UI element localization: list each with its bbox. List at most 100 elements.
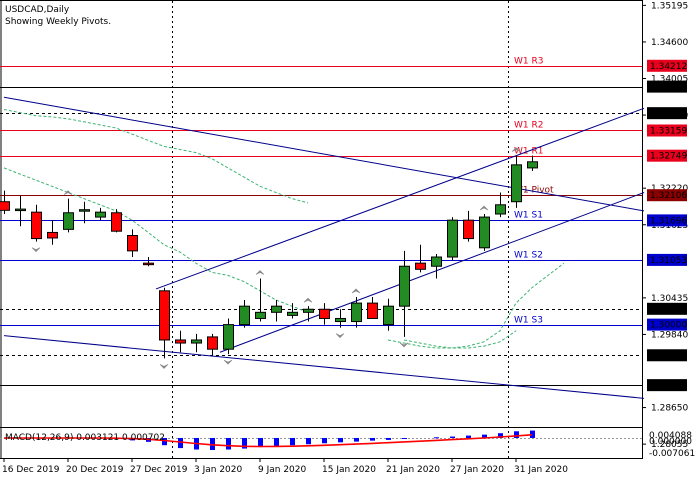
macd-scale-top: 0.004088 (649, 431, 692, 441)
date-axis-label: 31 Jan 2020 (514, 465, 568, 475)
bullish-candle[interactable] (271, 305, 282, 313)
level-price-tag-label: 1.29501 (650, 351, 687, 361)
macd-histogram-bar (466, 435, 471, 438)
level-price-tag-label: 1.32106 (650, 191, 687, 201)
bullish-candle[interactable] (239, 305, 250, 326)
pivot-level-name: W1 Pivot (514, 186, 554, 196)
pivot-level-name: W1 S1 (514, 211, 543, 221)
bearish-candle[interactable] (159, 290, 170, 341)
fractal-up-marker (479, 205, 489, 211)
bearish-candle[interactable] (47, 231, 58, 239)
bearish-candle[interactable] (31, 211, 42, 240)
fractal-down-marker (335, 333, 345, 339)
bearish-candle[interactable] (463, 219, 474, 240)
macd-histogram-bar (450, 436, 455, 438)
date-axis-label: 27 Jan 2020 (450, 465, 504, 475)
level-price-tag (647, 302, 687, 315)
fractal-down-marker (31, 247, 41, 253)
pivot-level-name: W1 R2 (514, 121, 543, 131)
bearish-candle[interactable] (367, 302, 378, 319)
date-axis-label: 20 Dec 2019 (66, 465, 124, 475)
macd-histogram-bar (402, 438, 407, 439)
bullish-candle[interactable] (255, 311, 266, 319)
price-axis-label: 1.29840 (651, 330, 688, 340)
bullish-candle[interactable] (191, 339, 202, 344)
bearish-candle[interactable] (111, 212, 122, 232)
macd-indicator-label: MACD(12,26,9) 0.003121 0.000702 (5, 433, 165, 443)
bearish-candle[interactable] (0, 201, 10, 211)
fractal-up-marker (351, 288, 361, 294)
level-price-tag-label: 1.31053 (650, 256, 687, 266)
level-price-tag (647, 318, 687, 331)
bullish-candle[interactable] (351, 302, 362, 323)
date-axis-label: 9 Jan 2020 (258, 465, 306, 475)
level-price-tag-label: 1.30257 (650, 305, 687, 315)
fractal-up-marker (511, 147, 521, 152)
level-price-tag-label: 1.29015 (650, 381, 687, 391)
bullish-candle[interactable] (223, 324, 234, 350)
bearish-candle[interactable] (143, 262, 154, 266)
bullish-candle[interactable] (495, 204, 506, 215)
bullish-candle[interactable] (511, 164, 522, 203)
bullish-candle[interactable] (447, 219, 458, 258)
level-price-tag (647, 253, 687, 266)
level-price-tag (647, 214, 687, 227)
bullish-candle[interactable] (335, 317, 346, 323)
price-axis-label: 1.30435 (651, 294, 688, 304)
date-axis-label: 27 Dec 2019 (130, 465, 188, 475)
level-price-tag (647, 189, 687, 202)
bullish-candle[interactable] (399, 265, 410, 307)
macd-histogram-bar (258, 438, 263, 448)
level-price-tag (647, 349, 687, 362)
price-axis-label: 1.35195 (651, 1, 688, 11)
fractal-up-marker (255, 270, 265, 275)
bullish-candle[interactable] (63, 212, 74, 230)
bullish-candle[interactable] (527, 161, 538, 169)
macd-scale-bottom: -0.007061 (649, 449, 695, 459)
pivot-level-name: W1 R3 (514, 57, 543, 67)
macd-histogram-bar (386, 438, 391, 440)
bullish-candle[interactable] (287, 311, 298, 316)
level-price-tag (647, 107, 687, 120)
price-axis-label: 1.34005 (651, 75, 688, 85)
pivot-level-name: W1 S3 (514, 316, 543, 326)
level-price-tag-label: 1.33159 (650, 126, 687, 136)
trend-channel-line (3, 335, 645, 399)
envelope-lower-band-2 (403, 330, 517, 349)
macd-histogram-bar (354, 438, 359, 442)
fractal-down-marker (159, 364, 169, 369)
macd-histogram-bar (274, 438, 279, 447)
bullish-candle[interactable] (479, 216, 490, 249)
fractal-down-marker (399, 342, 409, 348)
date-axis-label: 3 Jan 2020 (194, 465, 242, 475)
macd-histogram-bar (162, 438, 167, 446)
macd-histogram-bar (210, 438, 215, 450)
date-axis-label: 21 Jan 2020 (386, 465, 440, 475)
bullish-candle[interactable] (431, 256, 442, 267)
level-price-tag-label: 1.33873 (650, 83, 687, 93)
level-price-tag-label: 1.31696 (650, 216, 687, 226)
bearish-candle[interactable] (175, 339, 186, 344)
date-axis-label: 15 Jan 2020 (322, 465, 376, 475)
macd-histogram-bar (178, 438, 183, 449)
bullish-candle[interactable] (95, 211, 106, 218)
envelope-upper-band (3, 109, 309, 204)
chart-subtitle: Showing Weekly Pivots. (5, 17, 111, 27)
macd-histogram-bar (498, 433, 503, 438)
bearish-candle[interactable] (207, 336, 218, 350)
bullish-candle[interactable] (303, 308, 314, 313)
bearish-candle[interactable] (127, 235, 138, 252)
bullish-candle[interactable] (79, 209, 90, 212)
level-price-tag (647, 59, 687, 72)
level-price-tag (647, 379, 687, 392)
price-axis-label: 1.28055 (651, 440, 688, 450)
trend-channel-line (155, 107, 645, 290)
bearish-candle[interactable] (319, 308, 330, 319)
bullish-candle[interactable] (383, 305, 394, 326)
trend-channel-line (219, 192, 645, 353)
macd-scale-zero: 0.000000 (649, 437, 692, 447)
bearish-candle[interactable] (415, 262, 426, 270)
bullish-candle[interactable] (15, 208, 26, 212)
